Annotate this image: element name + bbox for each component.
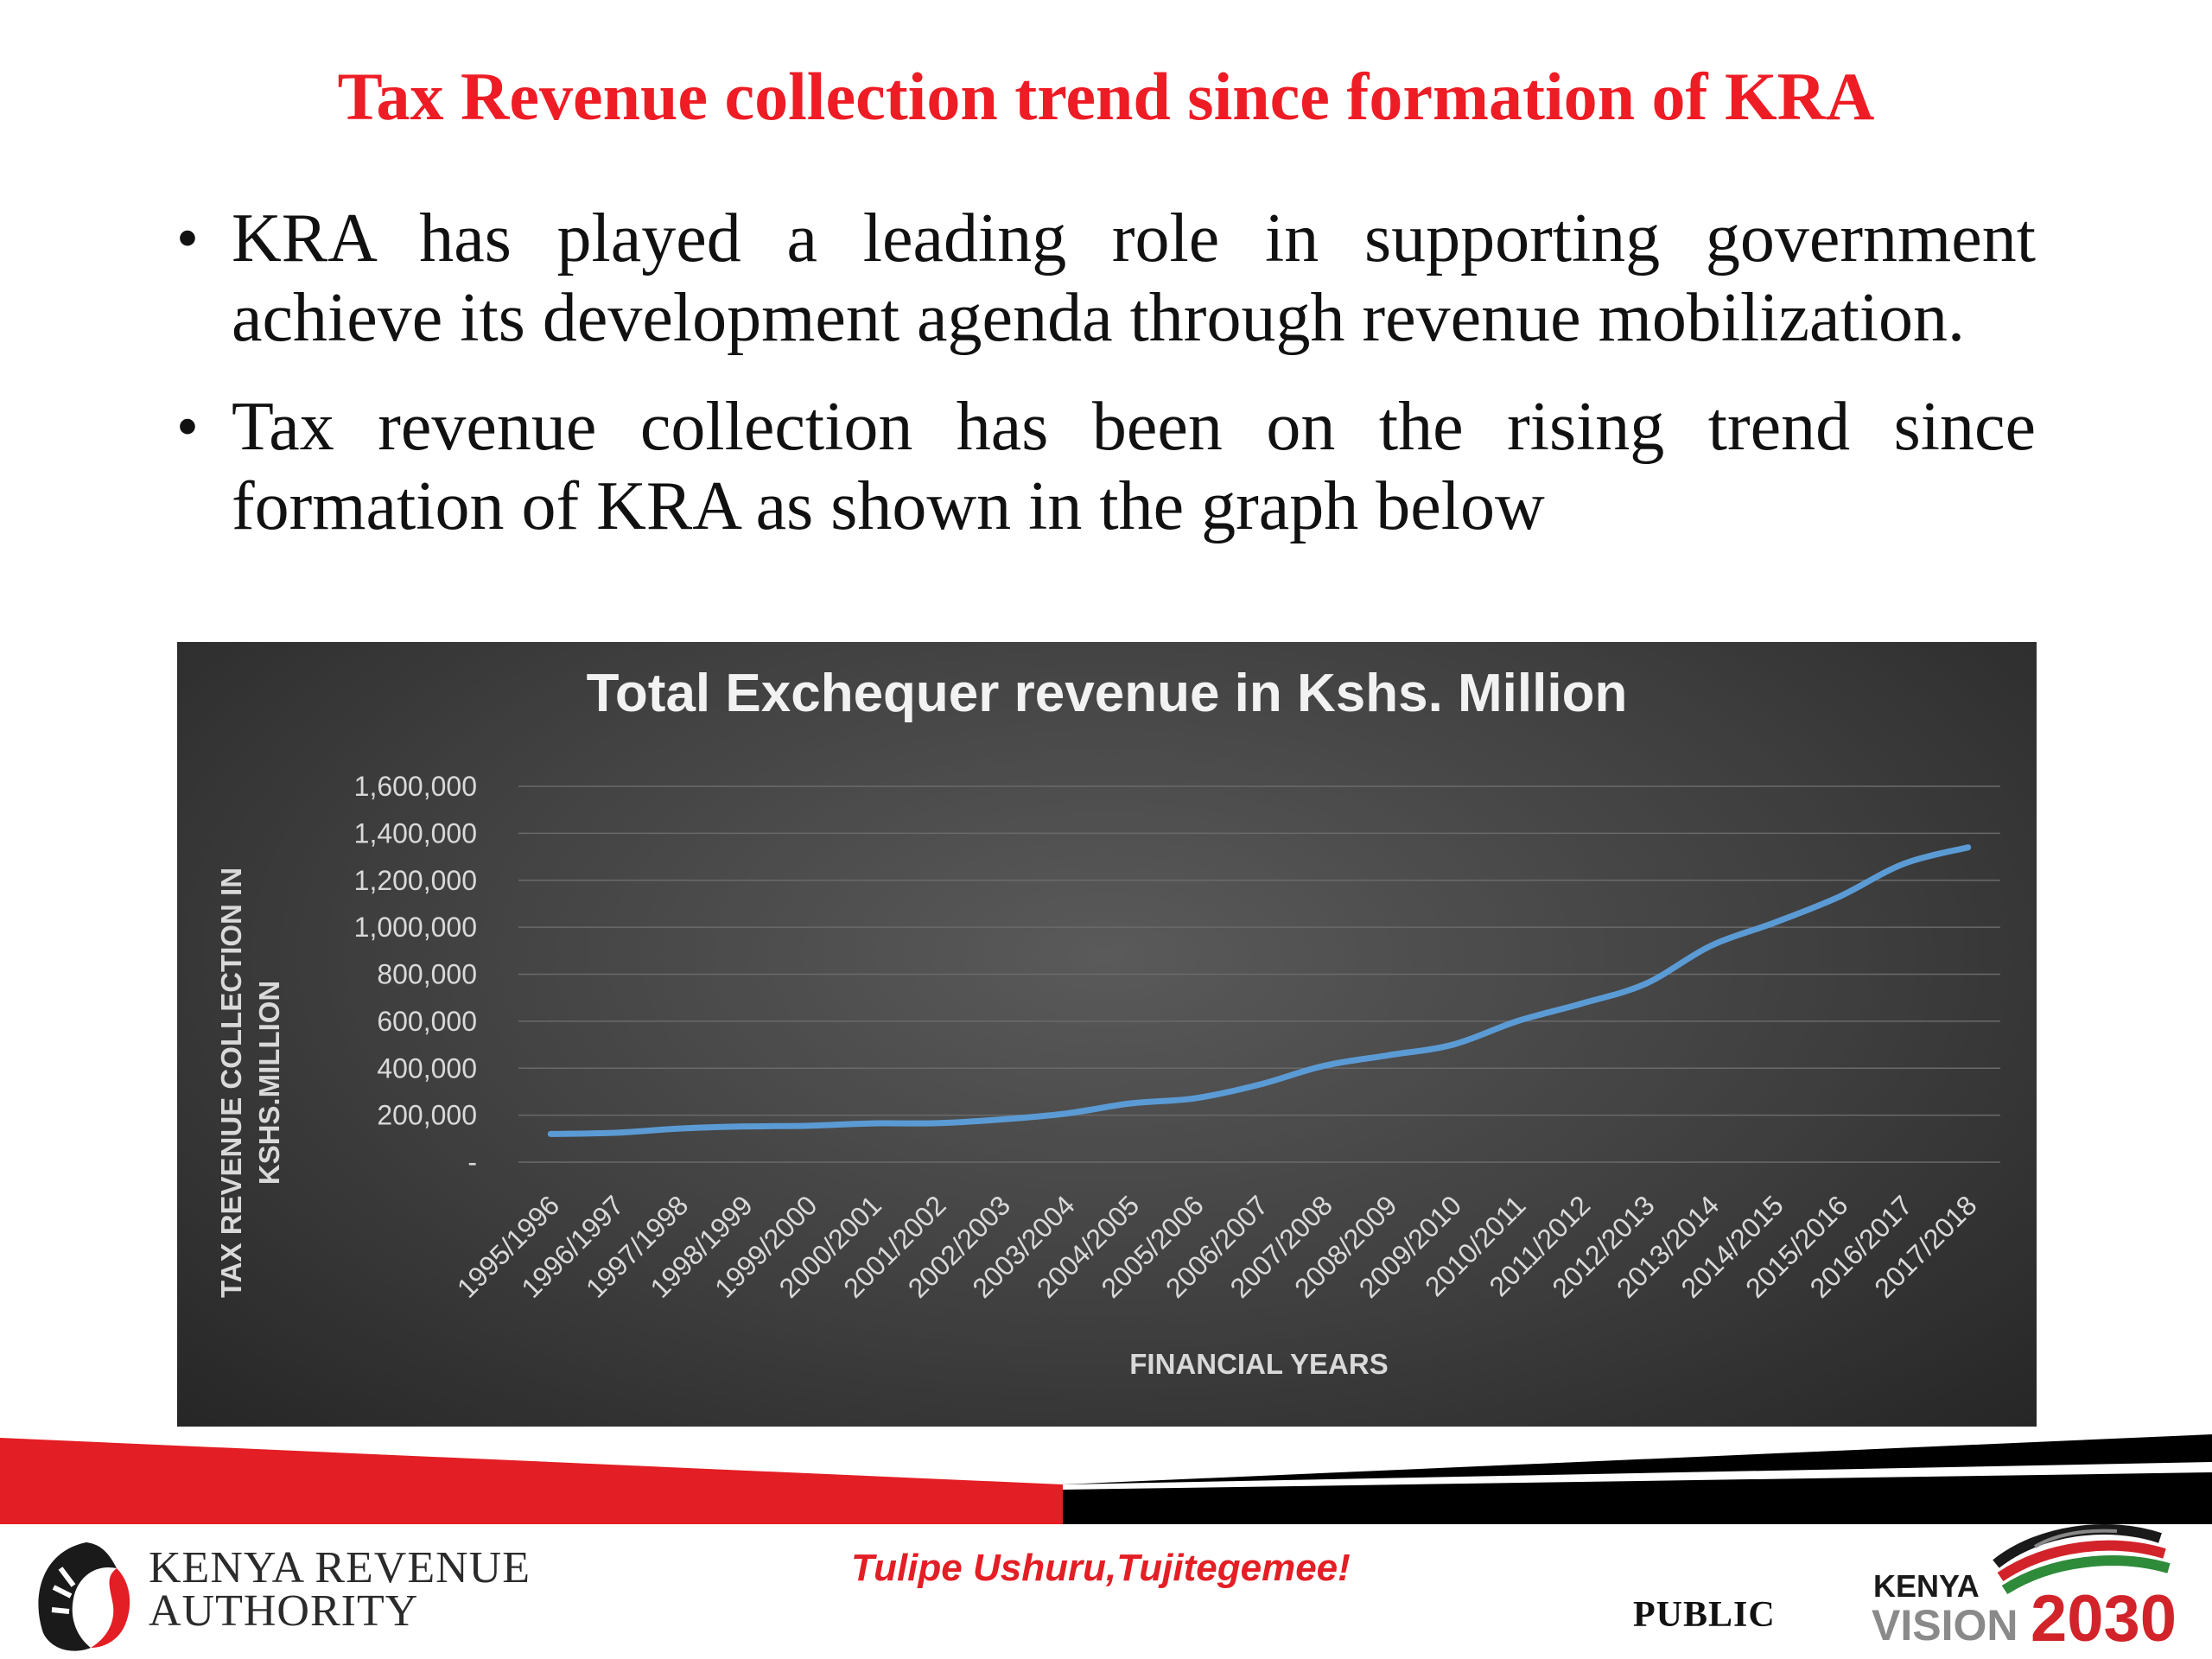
bullet-list: • KRA has played a leading role in suppo… [169, 199, 2036, 575]
y-tick-label: - [467, 1147, 477, 1178]
bullet-marker: • [176, 391, 199, 462]
y-tick-label: 1,200,000 [354, 865, 477, 896]
slogan: Tulipe Ushuru,Tujitegemee! [851, 1547, 1351, 1589]
y-tick-label: 400,000 [377, 1052, 477, 1084]
flag-swoosh-icon [1993, 1524, 2171, 1595]
gridlines [518, 785, 2000, 1163]
vision-year-text: 2030 [2031, 1582, 2177, 1656]
kra-wordmark: KENYA REVENUE AUTHORITY [149, 1543, 531, 1636]
slide-title: Tax Revenue collection trend since forma… [337, 59, 1875, 134]
kra-wordmark-line-2: AUTHORITY [149, 1586, 419, 1636]
vision-kenya-text: KENYA [1873, 1568, 1980, 1604]
lion-emblem-icon [38, 1542, 130, 1651]
vision-2030-logo [1993, 1524, 2171, 1595]
y-tick-label: 800,000 [377, 959, 477, 990]
y-tick-label: 600,000 [377, 1006, 477, 1037]
y-tick-labels: - 200,000 400,000 600,000 800,000 1,000,000 1,… [354, 771, 477, 1178]
vision-word-text: VISION [1872, 1601, 2018, 1649]
bullet-text: KRA has played a leading role in support… [232, 200, 2036, 356]
y-tick-label: 1,600,000 [354, 771, 477, 802]
y-axis-title-line-1: TAX REVENUE COLLECTION IN [215, 868, 247, 1298]
y-axis-title: TAX REVENUE COLLECTION IN KSHS.MILLION [215, 868, 285, 1298]
y-tick-label: 1,000,000 [354, 912, 477, 943]
bullet-item: • KRA has played a leading role in suppo… [169, 199, 2036, 358]
series-line [547, 844, 1972, 1137]
classification-label: PUBLIC [1633, 1595, 1776, 1635]
y-axis-title-line-2: KSHS.MILLION [253, 981, 285, 1185]
bullet-marker: • [176, 203, 199, 274]
y-tick-label: 1,400,000 [354, 817, 477, 849]
bullet-text: Tax revenue collection has been on the r… [232, 389, 2036, 544]
bullet-item: • Tax revenue collection has been on the… [169, 387, 2036, 546]
chart-title: Total Exchequer revenue in Kshs. Million [587, 664, 1628, 723]
x-tick-labels: 1995/19961996/19971997/19981998/19991999… [451, 1189, 1983, 1303]
line-chart: Total Exchequer revenue in Kshs. Million… [215, 664, 2000, 1380]
banner-white-line [1063, 1462, 2212, 1490]
data-series [547, 844, 1972, 1137]
footer-banner [0, 1434, 2212, 1529]
y-tick-label: 200,000 [377, 1100, 477, 1131]
kra-wordmark-line-1: KENYA REVENUE [149, 1543, 531, 1592]
chart-panel: Total Exchequer revenue in Kshs. Million… [177, 642, 2037, 1427]
banner-red-stripe [0, 1438, 1063, 1524]
x-axis-title: FINANCIAL YEARS [1129, 1348, 1388, 1380]
kra-logo [38, 1542, 130, 1651]
